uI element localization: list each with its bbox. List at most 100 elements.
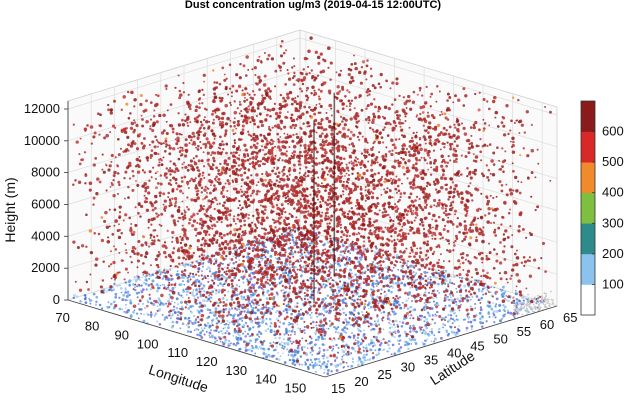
dust-point <box>110 250 112 253</box>
dust-point <box>111 233 115 236</box>
dust-point <box>355 163 359 167</box>
ground-point <box>138 291 141 294</box>
dust-point <box>433 158 437 163</box>
ground-point <box>419 294 422 297</box>
ground-point <box>396 339 400 342</box>
dust-point <box>114 156 117 159</box>
ground-point <box>412 324 415 328</box>
ground-point <box>454 300 458 304</box>
dust-point <box>162 129 166 133</box>
ground-point <box>318 360 321 363</box>
ground-point <box>354 350 357 353</box>
dust-point <box>148 293 151 296</box>
ground-point-grey <box>534 307 537 310</box>
dust-point <box>347 128 350 132</box>
ground-point <box>483 286 487 289</box>
dust-point <box>285 315 289 319</box>
dust-point <box>230 279 234 282</box>
ground-point <box>366 303 370 307</box>
dust-point <box>525 110 529 114</box>
dust-point <box>528 274 533 278</box>
ground-point <box>210 275 213 278</box>
ground-point <box>215 322 219 325</box>
ground-point <box>459 297 462 299</box>
ground-point <box>283 342 286 344</box>
dust-point <box>229 209 232 212</box>
dust-point <box>293 271 297 274</box>
ground-point <box>354 273 357 276</box>
dust-point <box>447 285 450 288</box>
dust-point <box>352 144 356 148</box>
dust-point <box>431 234 434 237</box>
dust-point <box>162 287 166 290</box>
ground-point <box>404 273 407 276</box>
dust-point <box>208 120 211 123</box>
ground-point <box>215 317 218 320</box>
ground-point <box>323 242 326 245</box>
ground-point <box>377 318 380 321</box>
ground-point <box>414 273 417 276</box>
dust-point <box>419 247 422 250</box>
ground-point <box>357 360 360 363</box>
dust-point <box>233 220 236 223</box>
dust-point <box>452 249 455 252</box>
ground-point <box>183 264 187 268</box>
dust-point <box>259 119 264 124</box>
ground-point <box>386 341 389 344</box>
ground-point <box>256 333 259 336</box>
ground-point-grey <box>521 307 524 310</box>
ground-point <box>421 341 424 344</box>
dust-point <box>412 179 416 183</box>
ground-point <box>136 296 139 299</box>
dust-point <box>494 116 497 119</box>
dust-point <box>133 98 137 102</box>
dust-point <box>271 218 274 221</box>
dust-point <box>316 55 321 60</box>
dust-point <box>132 174 135 178</box>
ground-point <box>261 321 264 324</box>
dust-point <box>290 249 293 252</box>
dust-point <box>354 66 358 71</box>
dust-point <box>242 248 247 253</box>
dust-point <box>171 236 174 239</box>
dust-point <box>346 212 350 216</box>
dust-point <box>541 241 546 245</box>
dust-point <box>345 234 349 238</box>
ground-point <box>396 281 400 284</box>
dust-point <box>258 263 262 267</box>
dust-point <box>505 193 509 196</box>
dust-point <box>216 180 219 184</box>
ground-point <box>199 282 203 286</box>
ground-point <box>454 312 457 314</box>
ground-point <box>299 257 302 260</box>
ground-point <box>223 266 226 269</box>
ground-point <box>442 269 445 272</box>
dust-point <box>256 125 260 129</box>
dust-point <box>239 188 242 191</box>
ground-point-grey <box>520 301 523 304</box>
ground-point <box>309 316 313 319</box>
dust-point <box>271 249 274 252</box>
dust-point <box>494 234 498 237</box>
dust-point <box>224 216 228 220</box>
dust-point <box>303 150 307 154</box>
dust-point <box>316 150 319 154</box>
dust-point <box>339 274 343 278</box>
ground-point <box>374 349 377 352</box>
ground-point <box>369 341 373 345</box>
dust-point <box>286 216 290 220</box>
dust-point <box>413 176 416 179</box>
ground-point <box>293 330 296 334</box>
ground-point <box>167 299 170 303</box>
ground-point <box>249 295 253 298</box>
dust-point <box>391 129 394 132</box>
dust-point <box>292 178 296 182</box>
dust-point <box>339 223 342 226</box>
dust-point <box>377 229 381 233</box>
ground-point <box>196 292 199 296</box>
ground-point <box>126 299 129 302</box>
ground-point <box>165 268 168 272</box>
ground-point <box>393 336 396 339</box>
ground-point <box>344 349 347 351</box>
dust-point <box>203 176 206 180</box>
